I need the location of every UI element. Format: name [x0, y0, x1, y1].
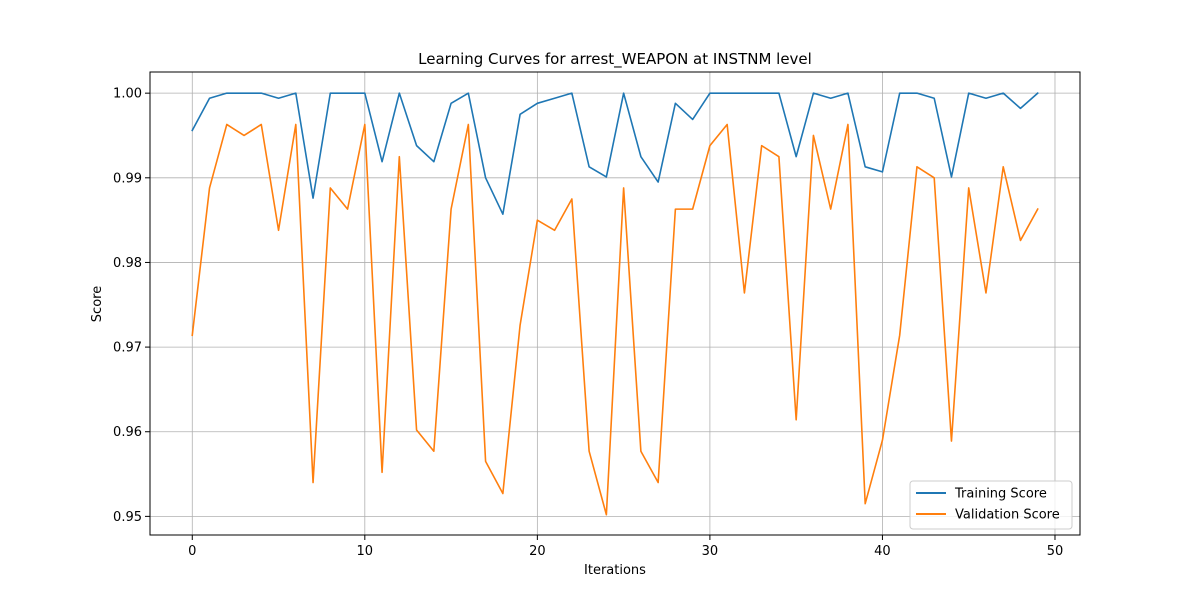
legend-box — [909, 480, 1073, 530]
y-tick-label: 0.98 — [113, 256, 142, 271]
y-tick-label: 0.96 — [113, 425, 142, 440]
series-layer — [191, 92, 1039, 516]
y-axis-ticks: 0.95 0.96 0.97 0.98 0.99 1.00 — [113, 87, 150, 525]
legend-label-training: Training Score — [954, 487, 1047, 502]
y-tick-label: 1.00 — [113, 87, 142, 102]
y-axis-label: Score — [90, 286, 105, 322]
x-axis-label: Iterations — [584, 563, 646, 578]
y-tick-label: 0.99 — [113, 171, 142, 186]
x-tick-label: 0 — [188, 544, 196, 559]
legend-label-validation: Validation Score — [955, 508, 1060, 523]
chart-title: Learning Curves for arrest_WEAPON at INS… — [418, 50, 812, 69]
validation-score-line — [191, 123, 1039, 516]
y-tick-label: 0.95 — [113, 510, 142, 525]
training-score-line — [191, 92, 1039, 215]
x-tick-label: 10 — [357, 544, 374, 559]
legend: Training Score Validation Score — [909, 480, 1073, 530]
y-tick-label: 0.97 — [113, 341, 142, 356]
plot-frame — [149, 71, 1081, 536]
x-tick-label: 40 — [874, 544, 891, 559]
x-tick-label: 20 — [529, 544, 546, 559]
x-tick-label: 50 — [1047, 544, 1064, 559]
x-axis-ticks: 0 10 20 30 40 50 — [188, 535, 1063, 559]
x-tick-label: 30 — [702, 544, 719, 559]
